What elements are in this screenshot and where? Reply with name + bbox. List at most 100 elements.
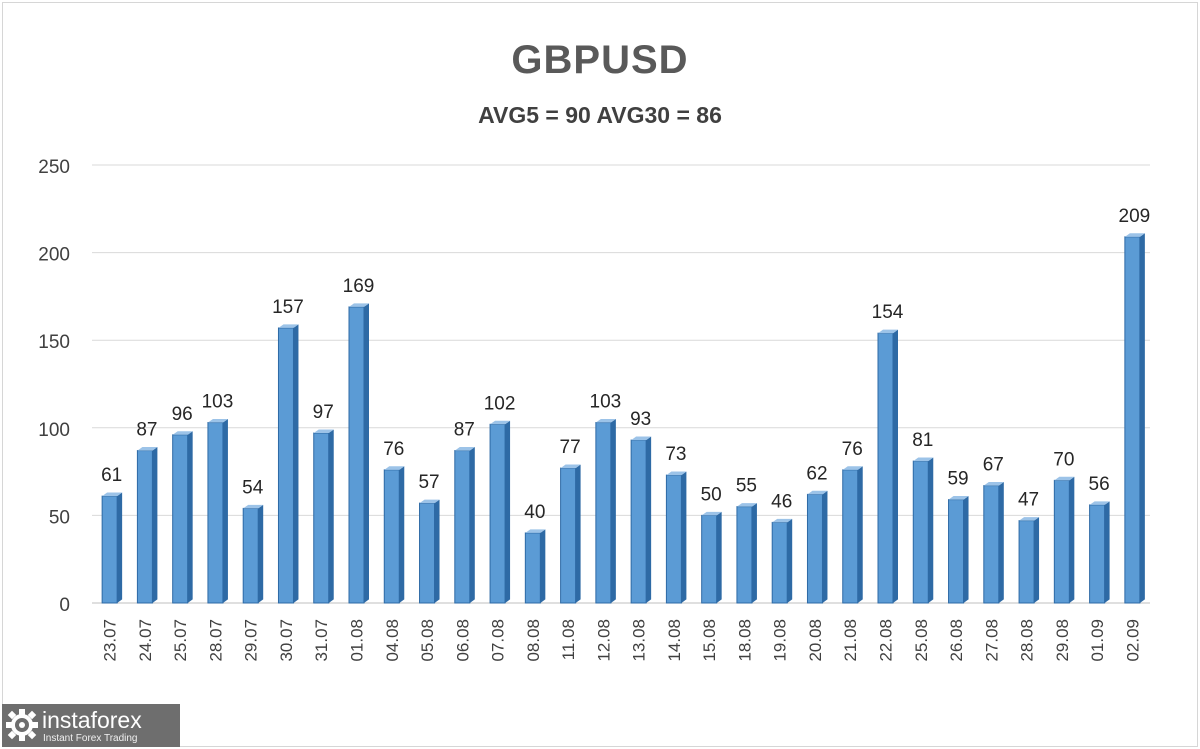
- bar: [1090, 501, 1110, 603]
- bar: [420, 500, 440, 603]
- x-tick-label: 19.08: [771, 619, 790, 662]
- data-label: 73: [665, 444, 686, 465]
- x-tick-label: 15.08: [700, 619, 719, 662]
- x-tick-label: 14.08: [665, 619, 684, 662]
- data-label: 209: [1119, 206, 1151, 227]
- data-label: 76: [383, 439, 404, 460]
- x-tick-label: 11.08: [559, 619, 578, 660]
- data-label: 47: [1018, 490, 1039, 511]
- bar: [666, 472, 686, 603]
- x-tick-label: 29.07: [242, 619, 261, 662]
- x-tick-label: 25.08: [912, 619, 931, 662]
- bar: [913, 458, 933, 603]
- x-tick-label: 30.07: [277, 619, 296, 662]
- data-label: 97: [313, 402, 334, 423]
- x-tick-label: 05.08: [418, 619, 437, 662]
- bar: [1019, 517, 1039, 603]
- y-tick-label: 50: [49, 507, 70, 528]
- gear-icon: [6, 708, 38, 742]
- y-tick-label: 100: [38, 420, 70, 441]
- data-label: 67: [983, 455, 1004, 476]
- bar: [314, 429, 334, 603]
- data-label: 102: [484, 393, 516, 414]
- data-label: 157: [272, 297, 304, 318]
- x-tick-label: 22.08: [877, 619, 896, 662]
- bar: [737, 503, 757, 603]
- data-label: 62: [806, 463, 827, 484]
- y-axis-ticks: 0 50 100 150 200 250: [38, 157, 70, 616]
- bar: [596, 419, 616, 603]
- bar: [455, 447, 475, 603]
- instaforex-logo: instaforex Instant Forex Trading: [2, 704, 180, 747]
- x-tick-label: 26.08: [947, 619, 966, 662]
- data-label: 93: [630, 409, 651, 430]
- data-label: 77: [560, 437, 581, 458]
- y-tick-label: 200: [38, 245, 70, 266]
- bar: [878, 330, 898, 603]
- data-label: 56: [1089, 474, 1110, 495]
- bar: [949, 496, 969, 603]
- bar: [208, 419, 228, 603]
- data-label: 154: [872, 302, 904, 323]
- x-tick-label: 23.07: [101, 619, 120, 662]
- data-label: 54: [242, 477, 264, 498]
- logo-name: instaforex: [42, 707, 142, 734]
- x-tick-label: 21.08: [841, 619, 860, 662]
- bar: [807, 491, 827, 603]
- bar: [173, 431, 193, 603]
- y-tick-label: 0: [59, 595, 70, 616]
- bar: [1125, 233, 1145, 603]
- x-tick-label: 27.08: [982, 619, 1001, 662]
- x-tick-label: 29.08: [1053, 619, 1072, 662]
- data-label: 57: [418, 472, 439, 493]
- data-label: 50: [701, 484, 722, 505]
- data-label: 70: [1053, 449, 1074, 470]
- x-tick-label: 28.07: [206, 619, 225, 662]
- data-label: 87: [454, 420, 475, 441]
- bar: [561, 465, 581, 603]
- bar: [843, 466, 863, 603]
- bar: [349, 303, 369, 603]
- x-tick-label: 01.09: [1088, 619, 1107, 662]
- bar: [243, 505, 263, 603]
- data-label: 40: [524, 502, 545, 523]
- x-tick-label: 12.08: [594, 619, 613, 662]
- data-label: 87: [136, 420, 157, 441]
- data-label: 61: [101, 465, 122, 486]
- bar: [102, 493, 122, 603]
- x-tick-label: 24.07: [136, 619, 155, 662]
- x-tick-label: 31.07: [312, 619, 331, 662]
- bar: [137, 447, 157, 603]
- x-tick-label: 02.09: [1123, 619, 1142, 662]
- logo-tagline: Instant Forex Trading: [43, 733, 138, 744]
- bar: [490, 421, 510, 603]
- bar: [1054, 477, 1074, 603]
- x-tick-label: 20.08: [806, 619, 825, 662]
- x-axis-ticks: 23.07 24.07 25.07 28.07 29.07 30.07 31.07 01.08…: [101, 619, 1143, 662]
- y-tick-label: 250: [38, 157, 70, 178]
- data-label: 76: [842, 439, 863, 460]
- bar: [278, 324, 298, 603]
- x-tick-label: 25.07: [171, 619, 190, 662]
- data-labels: 61 87 96 103 54 157 97 169 76 57 87 102 40 77 103 93 73 5…: [101, 206, 1150, 523]
- data-label: 169: [343, 276, 375, 297]
- data-label: 103: [202, 392, 234, 413]
- x-tick-label: 06.08: [453, 619, 472, 662]
- x-tick-label: 28.08: [1018, 619, 1037, 662]
- bar: [631, 436, 651, 603]
- data-label: 103: [590, 392, 622, 413]
- x-tick-label: 07.08: [489, 619, 508, 662]
- data-label: 55: [736, 476, 757, 497]
- data-label: 96: [172, 404, 193, 425]
- bars: [102, 233, 1145, 603]
- data-label: 59: [947, 469, 968, 490]
- x-tick-label: 08.08: [524, 619, 543, 662]
- bar: [772, 519, 792, 603]
- bar: [525, 529, 545, 603]
- data-label: 81: [912, 430, 933, 451]
- bar: [702, 512, 722, 603]
- bar: [984, 482, 1004, 603]
- x-tick-label: 04.08: [383, 619, 402, 662]
- y-tick-label: 150: [38, 332, 70, 353]
